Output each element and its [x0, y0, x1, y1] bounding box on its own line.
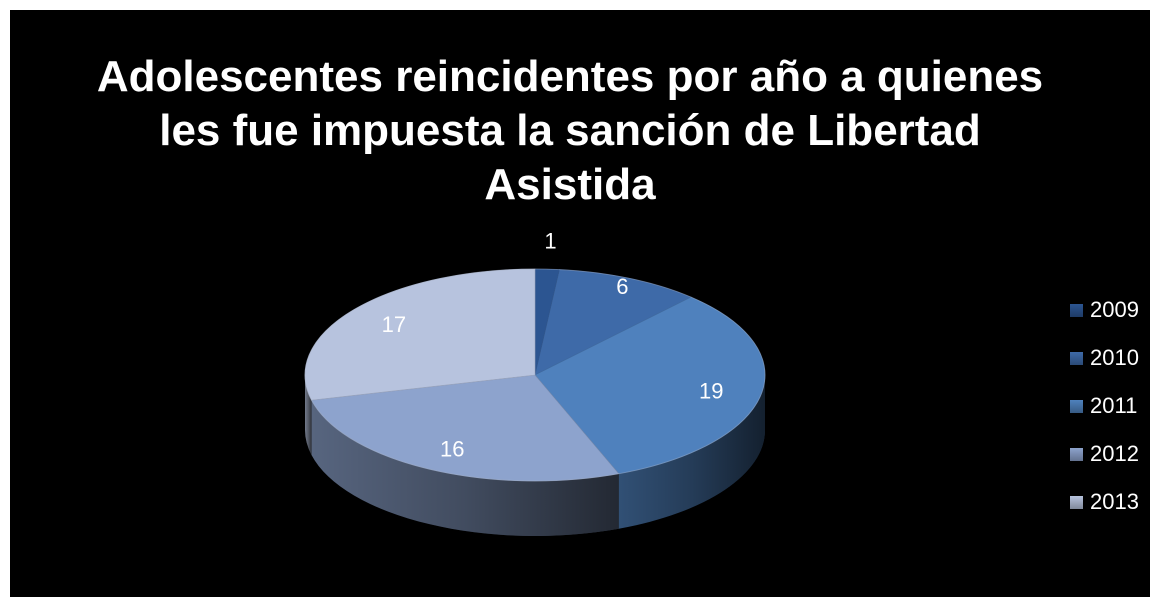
data-label-2009: 1 — [544, 229, 556, 254]
chart-title: Adolescentes reincidentes por año a quie… — [96, 52, 1044, 209]
pie-side-shade-2013 — [305, 375, 312, 456]
pie-rim — [304, 268, 766, 482]
pie-side-shade-2011 — [618, 375, 765, 529]
legend-label: 2009 — [1090, 297, 1139, 322]
data-label-2010: 6 — [616, 274, 628, 299]
data-label-2012: 16 — [440, 436, 464, 461]
legend-label: 2011 — [1090, 393, 1138, 418]
legend-swatch — [1070, 448, 1083, 461]
pie-side-shade-2012 — [311, 400, 619, 536]
pie-slice-2011 — [534, 296, 766, 475]
legend-swatch — [1070, 352, 1083, 365]
pie-slice-2010 — [534, 269, 692, 376]
data-label-2013: 17 — [382, 312, 406, 337]
legend-label: 2013 — [1090, 489, 1139, 514]
legend-label: 2010 — [1090, 345, 1139, 370]
legend-swatch — [1070, 400, 1083, 413]
legend-label: 2012 — [1090, 441, 1139, 466]
legend-swatch — [1070, 304, 1083, 317]
data-label-2011: 19 — [699, 378, 723, 403]
pie-slice-2013 — [304, 268, 536, 401]
pie-slice-2012 — [311, 374, 620, 482]
legend-swatch — [1070, 496, 1083, 509]
